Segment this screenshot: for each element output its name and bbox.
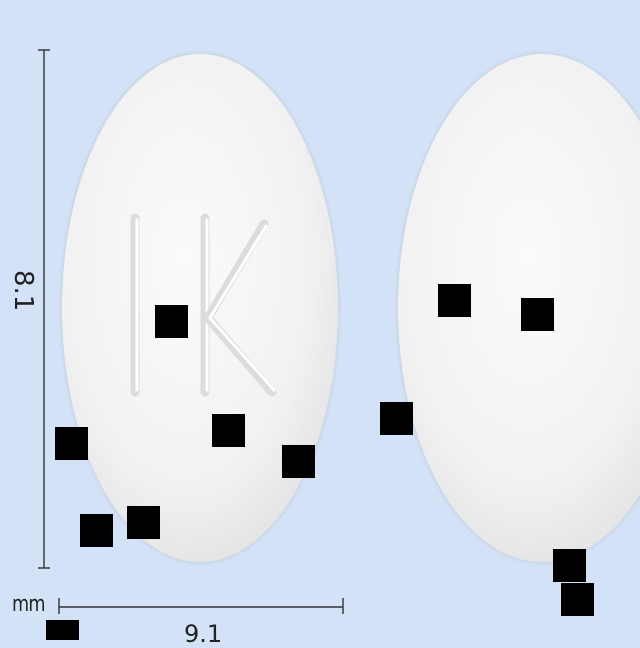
redaction-block	[438, 284, 471, 317]
redaction-block	[127, 506, 160, 539]
redaction-block	[380, 402, 413, 435]
vertical-dimension-label: 8.1	[8, 270, 38, 312]
horizontal-scale-line	[58, 598, 344, 614]
redaction-block	[80, 514, 113, 547]
redaction-block	[155, 305, 188, 338]
redaction-block	[212, 414, 245, 447]
redaction-block	[55, 427, 88, 460]
imprint-ik	[130, 213, 277, 397]
redaction-block	[521, 298, 554, 331]
horizontal-dimension-label: 9.1	[184, 620, 223, 648]
redaction-block	[282, 445, 315, 478]
unit-label: mm	[12, 592, 45, 617]
vertical-scale-line	[38, 49, 50, 569]
redaction-block	[46, 620, 79, 640]
redaction-block	[553, 549, 586, 582]
redaction-block	[561, 583, 594, 616]
